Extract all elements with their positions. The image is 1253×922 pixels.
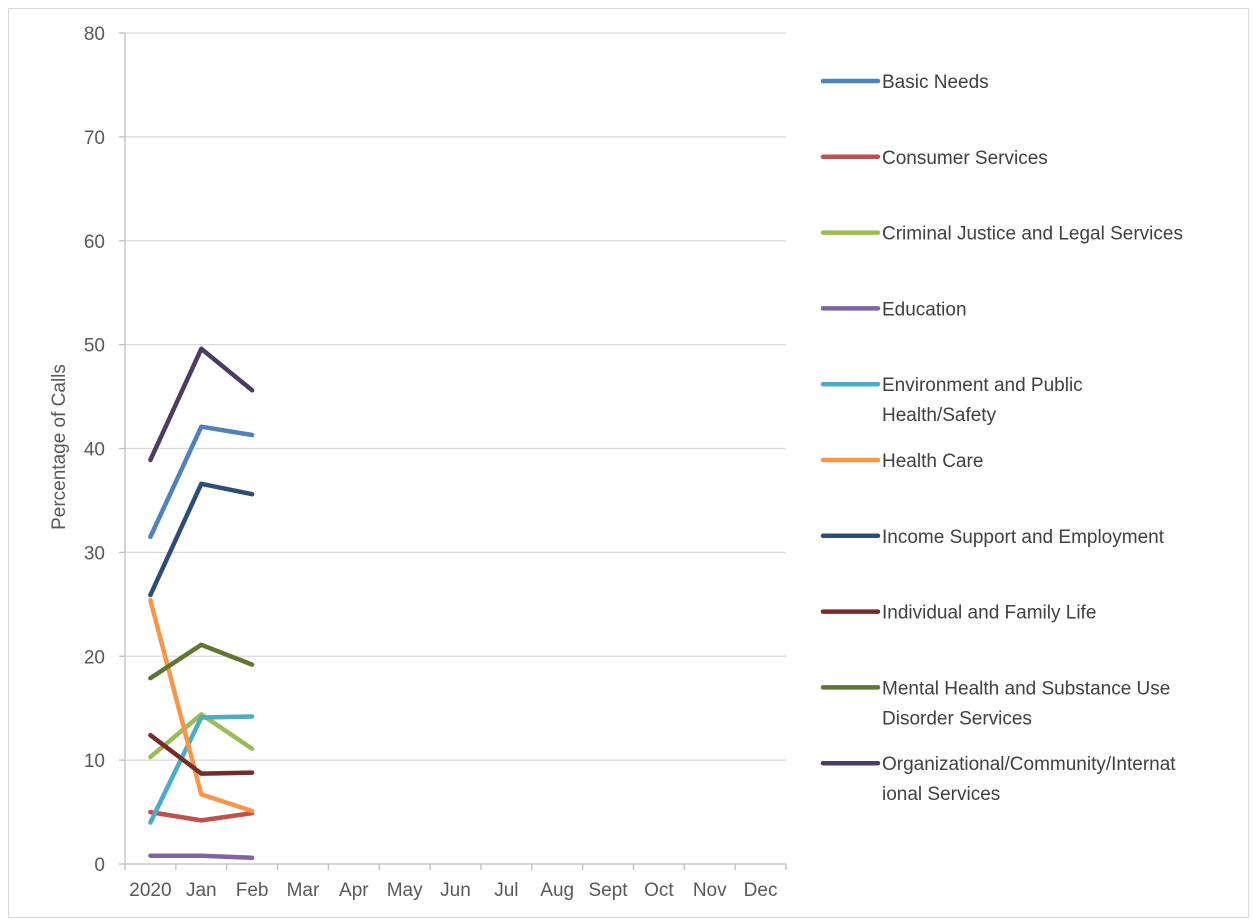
legend-label-9: ional Services [882, 784, 1000, 805]
legend-label-9: Organizational/Community/Internat [882, 754, 1176, 775]
legend-label-4: Environment and Public [882, 375, 1083, 396]
legend-label-3: Education [882, 299, 967, 320]
legend-label-4: Health/Safety [882, 405, 997, 426]
series-line-4 [148, 714, 255, 825]
series-line-3 [148, 853, 255, 861]
x-tick-label: Oct [644, 880, 674, 901]
series-line-5 [148, 597, 255, 814]
legend-label-8: Mental Health and Substance Use [882, 678, 1170, 699]
y-tick-label: 10 [84, 751, 105, 772]
x-tick-label: 2020 [129, 880, 171, 901]
series-line-2 [148, 712, 255, 760]
series-lines [148, 346, 255, 861]
series-line-0 [148, 424, 255, 540]
x-tick-label: Sept [588, 880, 628, 901]
x-tick-label: Jul [494, 880, 518, 901]
x-tick-label: Apr [339, 880, 369, 901]
chart-frame [8, 8, 1249, 918]
y-axis-title: Percentage of Calls [49, 364, 70, 530]
legend-label-0: Basic Needs [882, 72, 989, 93]
x-tick-label: Dec [744, 880, 778, 901]
gridlines [125, 32, 786, 761]
y-tick-label: 70 [84, 128, 105, 149]
series-line-1 [148, 809, 255, 823]
legend-label-5: Health Care [882, 451, 983, 472]
x-tick-label: Nov [693, 880, 727, 901]
axes: 0 10 20 30 40 50 60 70 80 2020 Jan Feb Mar Apr May Jun J… [84, 24, 787, 901]
y-tick-label: 20 [84, 647, 105, 668]
y-tick-label: 80 [84, 24, 105, 45]
x-tick-label: May [387, 880, 423, 901]
legend-label-7: Individual and Family Life [882, 603, 1096, 624]
x-tick-label: Jun [440, 880, 471, 901]
y-tick-label: 60 [84, 232, 105, 253]
x-tick-label: Jan [186, 880, 217, 901]
y-tick-label: 30 [84, 543, 105, 564]
y-tick-label: 50 [84, 336, 105, 357]
series-line-8 [148, 642, 255, 681]
x-tick-label: Aug [540, 880, 574, 901]
x-tick-label: Feb [236, 880, 269, 901]
x-tick-label: Mar [287, 880, 320, 901]
series-line-6 [148, 481, 255, 598]
legend: Basic Needs Consumer Services Criminal Jus… [820, 72, 1183, 805]
legend-label-6: Income Support and Employment [882, 527, 1165, 548]
legend-label-8: Disorder Services [882, 708, 1032, 729]
series-line-7 [148, 732, 255, 776]
legend-label-2: Criminal Justice and Legal Services [882, 224, 1183, 245]
legend-label-1: Consumer Services [882, 148, 1048, 169]
series-line-9 [148, 346, 255, 463]
y-tick-label: 0 [94, 855, 105, 876]
y-tick-label: 40 [84, 440, 105, 461]
